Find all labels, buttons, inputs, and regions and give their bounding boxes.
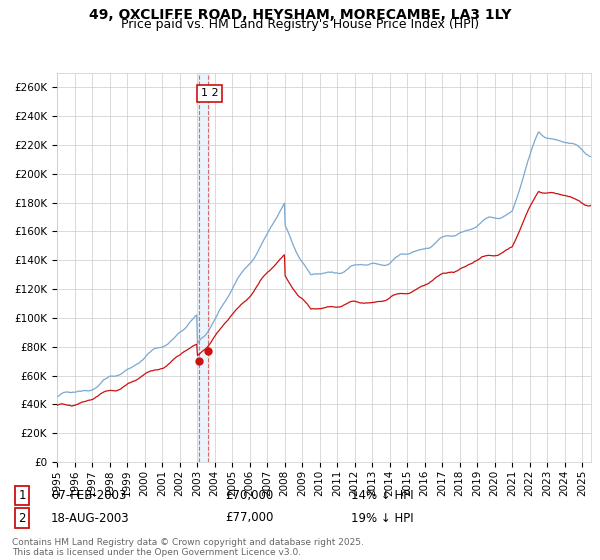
Text: £77,000: £77,000 <box>225 511 274 525</box>
Bar <box>198 73 209 462</box>
Text: 18-AUG-2003: 18-AUG-2003 <box>51 511 130 525</box>
Text: 1 2: 1 2 <box>200 88 218 99</box>
Text: 07-FEB-2003: 07-FEB-2003 <box>51 489 127 502</box>
Text: Contains HM Land Registry data © Crown copyright and database right 2025.
This d: Contains HM Land Registry data © Crown c… <box>12 538 364 557</box>
Text: Price paid vs. HM Land Registry's House Price Index (HPI): Price paid vs. HM Land Registry's House … <box>121 18 479 31</box>
Text: 19% ↓ HPI: 19% ↓ HPI <box>351 511 413 525</box>
Text: 1: 1 <box>19 489 26 502</box>
Text: £70,000: £70,000 <box>225 489 273 502</box>
Text: 14% ↓ HPI: 14% ↓ HPI <box>351 489 413 502</box>
Text: 2: 2 <box>19 511 26 525</box>
Text: 49, OXCLIFFE ROAD, HEYSHAM, MORECAMBE, LA3 1LY: 49, OXCLIFFE ROAD, HEYSHAM, MORECAMBE, L… <box>89 8 511 22</box>
